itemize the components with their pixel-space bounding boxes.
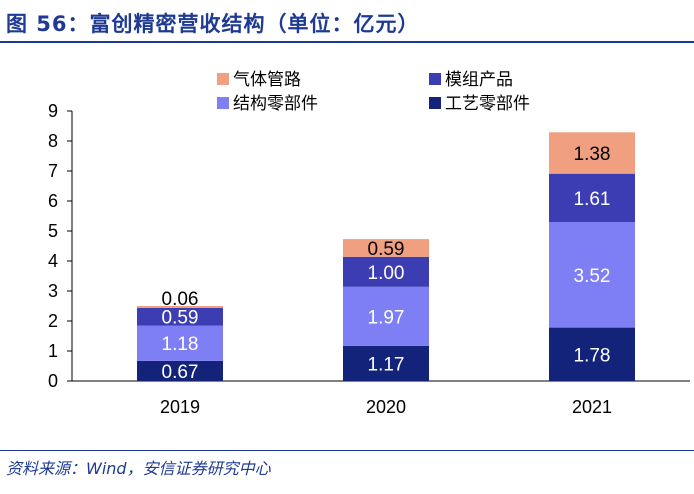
legend-label: 工艺零部件 [445,94,530,114]
bar-segment [137,306,223,308]
legend-swatch [217,97,229,109]
bar-segment [549,132,635,174]
chart-title: 图 56：富创精密营收结构（单位：亿元） [6,12,420,36]
bar-value-label: 1.38 [574,144,611,165]
legend-swatch [429,73,441,85]
bar-segment [137,325,223,361]
y-tick-label: 5 [48,221,58,241]
source-divider [0,450,694,451]
y-tick-label: 3 [48,281,58,301]
x-tick-label: 2020 [366,397,406,417]
y-tick-label: 7 [48,161,58,181]
bar-value-label: 1.78 [574,345,611,366]
bar-value-label: 0.59 [162,308,199,329]
bar-segment [137,307,223,326]
bar-segment [137,360,223,381]
legend-label: 气体管路 [233,70,301,90]
y-tick-label: 9 [48,101,58,121]
bar-segment [549,327,635,381]
bar-value-label: 0.06 [162,289,199,310]
y-tick-label: 1 [48,341,58,361]
bar-value-label: 1.18 [162,334,199,355]
title-divider [0,41,694,43]
bar-segment [343,256,429,287]
bar-value-label: 1.97 [368,307,405,328]
legend-swatch [429,97,441,109]
bar-segment [343,286,429,346]
source-note: 资料来源：Wind，安信证券研究中心 [6,459,271,478]
bar-value-label: 3.52 [574,266,611,287]
bar-value-label: 0.59 [368,239,405,260]
y-tick-label: 0 [48,371,58,391]
y-tick-label: 4 [48,251,58,271]
x-tick-label: 2021 [572,397,612,417]
title-bar: 图 56：富创精密营收结构（单位：亿元） [0,0,694,40]
legend-swatch [217,73,229,85]
bar-segment [549,222,635,328]
bar-segment [549,173,635,222]
bar-segment [343,239,429,257]
legend-label: 模组产品 [445,70,513,90]
bar-value-label: 1.17 [368,354,405,375]
bar-value-label: 1.00 [368,263,405,284]
bar-segment [343,345,429,381]
legend-label: 结构零部件 [233,94,318,114]
y-tick-label: 2 [48,311,58,331]
y-tick-label: 8 [48,131,58,151]
stacked-bar-chart: 01234567890.671.180.590.0620191.171.971.… [48,70,690,417]
bar-value-label: 0.67 [162,362,199,383]
bar-value-label: 1.61 [574,189,611,210]
x-tick-label: 2019 [160,397,200,417]
y-tick-label: 6 [48,191,58,211]
